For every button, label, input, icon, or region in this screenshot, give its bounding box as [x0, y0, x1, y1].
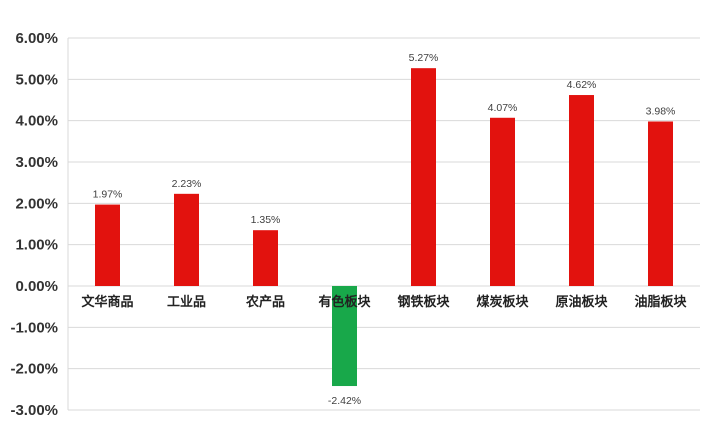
bars — [95, 68, 673, 387]
bar — [490, 117, 515, 286]
bar — [332, 286, 357, 387]
y-tick-label: 4.00% — [15, 113, 58, 130]
category-label: 文华商品 — [81, 294, 133, 310]
category-label: 有色板块 — [318, 294, 371, 310]
data-label: 1.97% — [93, 189, 123, 201]
bar — [253, 230, 278, 286]
category-label: 农产品 — [245, 294, 285, 310]
gridlines — [67, 37, 700, 411]
y-tick-label: 0.00% — [15, 278, 58, 295]
data-label: 3.98% — [646, 105, 676, 117]
data-label: 5.27% — [409, 52, 439, 64]
category-label: 钢铁板块 — [397, 294, 450, 310]
category-label: 油脂板块 — [634, 294, 687, 310]
y-tick-label: 5.00% — [15, 71, 58, 88]
y-tick-label: 6.00% — [15, 30, 58, 47]
y-tick-label: -2.00% — [10, 361, 58, 378]
data-label: 4.62% — [567, 79, 597, 91]
bar — [95, 204, 120, 286]
category-label: 原油板块 — [555, 294, 608, 310]
data-label: -2.42% — [328, 395, 361, 407]
category-label: 工业品 — [167, 294, 206, 310]
bar — [174, 193, 199, 286]
data-label: 4.07% — [488, 102, 518, 114]
data-label: 2.23% — [172, 178, 202, 190]
y-tick-label: 3.00% — [15, 154, 58, 171]
data-labels: 1.97% 2.23% 1.35% -2.42% 5.27% 4.07% 4.62% 3.98… — [93, 52, 676, 407]
data-label: 1.35% — [251, 214, 281, 226]
y-tick-label: 1.00% — [15, 237, 58, 254]
y-tick-label: -1.00% — [10, 319, 58, 336]
bar — [569, 95, 594, 286]
y-axis-tick-labels: 6.00% 5.00% 4.00% 3.00% 2.00% 1.00% 0.00% -1.00… — [10, 30, 58, 419]
category-label: 煤炭板块 — [476, 294, 529, 310]
y-tick-label: 2.00% — [15, 195, 58, 212]
bar — [411, 68, 436, 286]
bar — [648, 121, 673, 286]
category-labels: 文华商品 工业品 农产品 有色板块 钢铁板块 煤炭板块 原油板块 油脂板块 — [81, 294, 687, 310]
y-tick-label: -3.00% — [10, 402, 58, 419]
